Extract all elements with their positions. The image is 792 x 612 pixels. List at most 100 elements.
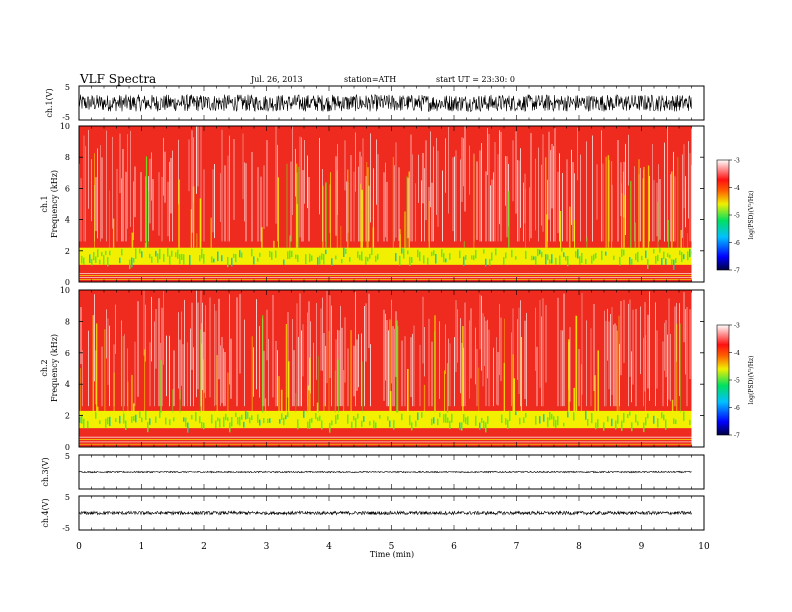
spectrogram-band-speck	[241, 252, 243, 258]
spectrogram-noise-column	[500, 131, 502, 242]
spectrogram-noise-column	[563, 293, 565, 407]
spectrogram-band-speck	[449, 420, 451, 429]
spectrogram-band-speck	[155, 416, 157, 423]
spectrogram-noise-column	[184, 299, 185, 407]
spectrogram-band-speck	[433, 417, 435, 424]
spectrogram-band-speck	[287, 251, 289, 259]
spectrogram-band-speck	[411, 422, 413, 431]
spectrogram-noise-column	[439, 321, 440, 399]
spectrogram-noise-column	[172, 150, 173, 242]
spectrogram-band-speck	[115, 418, 117, 422]
spectrogram-band-speck	[181, 254, 183, 260]
spectrogram-noise-column	[149, 342, 151, 407]
spectrogram-band-speck	[613, 255, 615, 260]
spectrogram-noise-column	[116, 168, 118, 242]
spectrogram-band-speck	[673, 259, 675, 270]
spectrogram-band-speck	[199, 416, 201, 424]
spectrogram-noise-column	[520, 300, 521, 407]
spectrogram-noise-column	[253, 347, 254, 397]
spectrogram-band-speck	[165, 417, 167, 425]
spectrogram-band-speck	[557, 416, 559, 426]
spectrogram-band-speck	[585, 258, 587, 264]
spectrogram-noise-column	[412, 154, 413, 242]
spectrogram-band-speck	[683, 254, 685, 260]
spectrogram-band-speck	[233, 253, 235, 258]
spectrogram-band-speck	[637, 251, 639, 263]
spectrogram-band-speck	[515, 256, 517, 260]
spectrogram-noise-column	[667, 334, 668, 407]
spectrogram-band-speck	[321, 420, 323, 430]
spectrogram-noise-column	[359, 151, 361, 242]
spectrogram-band-speck	[653, 249, 655, 254]
spectrogram-band-speck	[319, 415, 321, 421]
time-axis-label: Time (min)	[370, 550, 414, 559]
ch4-ytick-bottom: -5	[62, 524, 70, 533]
spectrogram-band-speck	[487, 416, 489, 424]
spectrogram-noise-column	[457, 309, 458, 363]
spectrogram-noise-column	[326, 290, 328, 384]
spectrogram-band-speck	[643, 422, 645, 433]
ch3-waveform-panel: 5 ch.3(V)	[41, 452, 705, 490]
colorbar-tick-label: -5	[734, 213, 740, 220]
colorbar-tick-label: -3	[734, 158, 740, 165]
spectrogram-noise-column	[415, 183, 416, 242]
spectrogram-noise-column	[605, 320, 607, 407]
spectrogram-band-speck	[245, 411, 247, 420]
spectrogram-band-speck	[673, 418, 675, 424]
spectrogram-noise-column	[659, 179, 661, 240]
spectrogram-band-speck	[99, 259, 101, 265]
spectrogram-band-speck	[199, 255, 201, 262]
spectrogram-band-speck	[623, 249, 625, 256]
spectrogram-noise-column	[430, 131, 431, 208]
spectrogram-noise-column	[643, 337, 644, 407]
spectrogram-noise-column	[361, 333, 362, 407]
spectrogram-band-speck	[361, 251, 363, 261]
spectrogram-band-speck	[445, 258, 447, 263]
spectrogram-noise-column	[121, 178, 122, 242]
spectrogram-band-speck	[243, 421, 245, 428]
spectrogram-band-speck	[303, 410, 305, 418]
spectrogram-band-speck	[491, 252, 493, 261]
spectrogram-band-speck	[611, 418, 613, 427]
spectrogram-noise-column	[230, 338, 232, 399]
spectrogram-band-speck	[93, 252, 95, 261]
spectrogram-band-speck	[641, 255, 643, 261]
spectrogram-noise-column	[95, 350, 97, 405]
spectrogram-band-speck	[329, 423, 331, 433]
spectrogram-noise-column	[611, 307, 613, 395]
spectrogram-noise-column	[94, 294, 95, 382]
spectrogram-band-speck	[403, 248, 405, 259]
ch4-waveform-line	[78, 510, 692, 516]
spectrogram-noise-column	[350, 155, 352, 242]
time-tick-label: 9	[639, 542, 645, 552]
time-tick-label: 8	[576, 542, 582, 552]
spectrogram-noise-column	[383, 172, 385, 242]
spectrogram-noise-column	[542, 134, 544, 232]
spectrogram-noise-column	[685, 309, 686, 375]
spectrogram-band-speck	[555, 257, 557, 265]
spectrogram-noise-column	[487, 319, 488, 379]
spectrogram-band-speck	[535, 256, 537, 266]
spectrogram-noise-column	[668, 298, 670, 400]
spectrogram-noise-column	[667, 126, 668, 242]
spectrogram-band-speck	[407, 250, 409, 255]
spectrogram-noise-column	[401, 340, 403, 407]
spectrogram-noise-column	[137, 301, 139, 397]
spectrogram-band-speck	[503, 257, 505, 266]
spectrogram-noise-column	[488, 329, 490, 407]
spectrogram-band-speck	[437, 418, 439, 426]
spectrogram-band-speck	[659, 248, 661, 253]
spectrogram-band-speck	[543, 414, 545, 422]
spectrogram-band-speck	[561, 248, 563, 252]
spectrogram-noise-column	[436, 137, 437, 215]
spectrogram-noise-column	[91, 159, 92, 222]
spectrogram-band-speck	[555, 419, 557, 428]
spectrogram-noise-column	[127, 348, 128, 407]
spectrogram-noise-column	[233, 139, 235, 220]
spectrogram-band-speck	[563, 252, 565, 257]
spectrogram-band-speck	[227, 417, 229, 422]
spectrogram-noise-column	[209, 297, 211, 398]
spectrogram-noise-column	[145, 304, 146, 362]
spectrogram-band-speck	[435, 254, 437, 264]
spectrogram-band-speck	[79, 416, 81, 423]
